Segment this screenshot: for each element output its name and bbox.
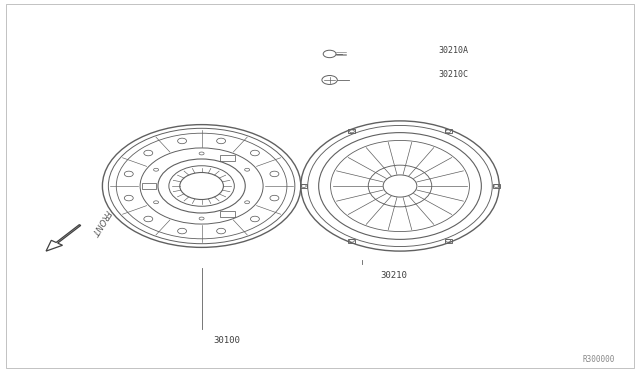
Bar: [220, 211, 236, 217]
Text: 30210A: 30210A: [438, 46, 468, 55]
Bar: [220, 155, 236, 161]
Bar: [445, 239, 452, 243]
Bar: [300, 184, 307, 188]
Text: R300000: R300000: [582, 355, 614, 364]
Bar: [348, 129, 355, 133]
Text: 30210C: 30210C: [438, 70, 468, 79]
Bar: [141, 183, 156, 189]
Bar: [348, 239, 355, 243]
Text: 30100: 30100: [214, 336, 241, 345]
Bar: [445, 129, 452, 133]
Text: 30210: 30210: [381, 271, 408, 280]
Text: FRONT: FRONT: [88, 208, 111, 237]
Bar: [493, 184, 500, 188]
